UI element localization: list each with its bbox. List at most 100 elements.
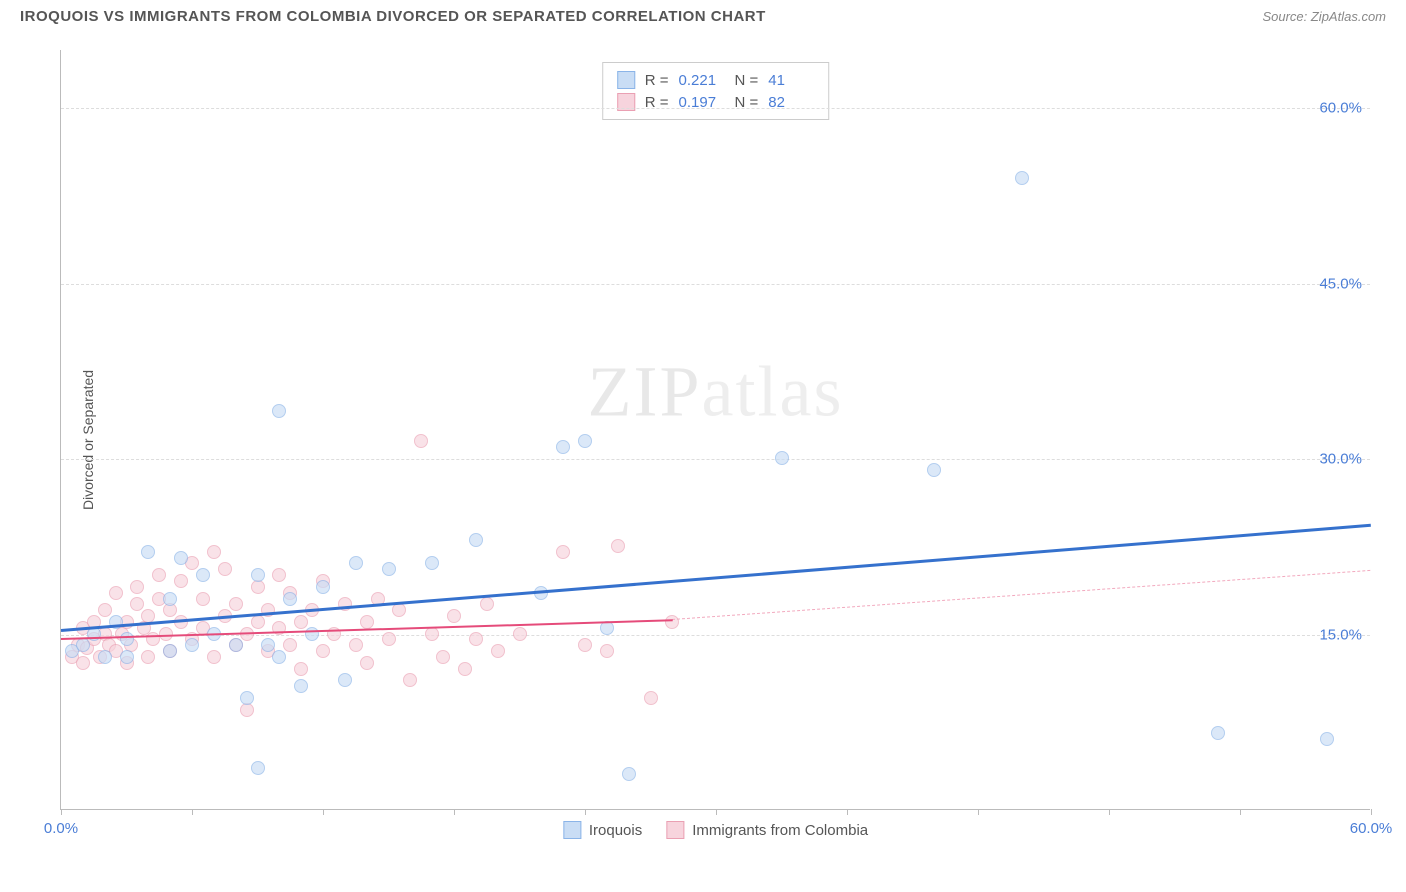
data-point xyxy=(283,592,297,606)
gridline xyxy=(61,459,1370,460)
data-point xyxy=(382,632,396,646)
data-point xyxy=(382,562,396,576)
data-point xyxy=(491,644,505,658)
data-point xyxy=(447,609,461,623)
x-tick xyxy=(192,809,193,815)
watermark: ZIPatlas xyxy=(588,350,844,433)
data-point xyxy=(349,638,363,652)
legend-label: Iroquois xyxy=(589,822,642,839)
data-point xyxy=(316,580,330,594)
data-point xyxy=(98,650,112,664)
data-point xyxy=(109,586,123,600)
stats-row: R =0.221N =41 xyxy=(617,69,815,91)
data-point xyxy=(927,463,941,477)
watermark-atlas: atlas xyxy=(702,351,844,431)
gridline xyxy=(61,284,1370,285)
data-point xyxy=(141,650,155,664)
chart-header: IROQUOIS VS IMMIGRANTS FROM COLOMBIA DIV… xyxy=(0,0,1406,29)
data-point xyxy=(316,644,330,658)
data-point xyxy=(120,632,134,646)
data-point xyxy=(272,404,286,418)
legend-swatch xyxy=(563,821,581,839)
data-point xyxy=(141,545,155,559)
legend-swatch xyxy=(617,71,635,89)
data-point xyxy=(207,650,221,664)
data-point xyxy=(98,603,112,617)
chart-title: IROQUOIS VS IMMIGRANTS FROM COLOMBIA DIV… xyxy=(20,8,766,25)
r-label: R = xyxy=(645,72,669,89)
data-point xyxy=(283,638,297,652)
data-point xyxy=(163,592,177,606)
data-point xyxy=(622,767,636,781)
data-point xyxy=(272,650,286,664)
data-point xyxy=(218,562,232,576)
data-point xyxy=(196,568,210,582)
data-point xyxy=(272,568,286,582)
data-point xyxy=(229,638,243,652)
plot-area: ZIPatlas R =0.221N =41R =0.197N =82 Iroq… xyxy=(60,50,1370,810)
data-point xyxy=(611,539,625,553)
data-point xyxy=(130,580,144,594)
data-point xyxy=(229,597,243,611)
data-point xyxy=(120,650,134,664)
trend-line-extrapolated xyxy=(672,570,1371,620)
x-tick xyxy=(585,809,586,815)
data-point xyxy=(392,603,406,617)
data-point xyxy=(251,761,265,775)
y-tick-label: 45.0% xyxy=(1319,275,1362,292)
data-point xyxy=(152,568,166,582)
x-tick xyxy=(454,809,455,815)
data-point xyxy=(360,615,374,629)
data-point xyxy=(174,574,188,588)
data-point xyxy=(163,644,177,658)
data-point xyxy=(480,597,494,611)
data-point xyxy=(360,656,374,670)
legend-label: Immigrants from Colombia xyxy=(692,822,868,839)
data-point xyxy=(305,627,319,641)
legend-swatch xyxy=(666,821,684,839)
data-point xyxy=(294,615,308,629)
data-point xyxy=(174,551,188,565)
data-point xyxy=(578,434,592,448)
data-point xyxy=(469,533,483,547)
data-point xyxy=(665,615,679,629)
data-point xyxy=(76,638,90,652)
data-point xyxy=(251,615,265,629)
data-point xyxy=(644,691,658,705)
data-point xyxy=(1320,732,1334,746)
x-tick xyxy=(716,809,717,815)
data-point xyxy=(338,673,352,687)
stats-row: R =0.197N =82 xyxy=(617,91,815,113)
x-tick xyxy=(1240,809,1241,815)
data-point xyxy=(294,662,308,676)
x-tick xyxy=(1109,809,1110,815)
y-tick-label: 15.0% xyxy=(1319,626,1362,643)
data-point xyxy=(261,638,275,652)
data-point xyxy=(1015,171,1029,185)
data-point xyxy=(1211,726,1225,740)
data-point xyxy=(338,597,352,611)
data-point xyxy=(76,656,90,670)
legend-item: Immigrants from Colombia xyxy=(666,821,868,839)
watermark-zip: ZIP xyxy=(588,351,702,431)
data-point xyxy=(600,644,614,658)
data-point xyxy=(414,434,428,448)
data-point xyxy=(436,650,450,664)
legend-item: Iroquois xyxy=(563,821,642,839)
data-point xyxy=(513,627,527,641)
series-legend: Iroquois Immigrants from Colombia xyxy=(563,821,868,839)
data-point xyxy=(185,638,199,652)
data-point xyxy=(556,545,570,559)
n-value: 41 xyxy=(768,72,814,89)
chart-source: Source: ZipAtlas.com xyxy=(1262,9,1386,24)
data-point xyxy=(556,440,570,454)
data-point xyxy=(240,691,254,705)
data-point xyxy=(775,451,789,465)
data-point xyxy=(458,662,472,676)
data-point xyxy=(349,556,363,570)
data-point xyxy=(207,545,221,559)
data-point xyxy=(294,679,308,693)
y-tick-label: 30.0% xyxy=(1319,451,1362,468)
x-tick-label: 0.0% xyxy=(44,820,78,837)
chart-container: Divorced or Separated ZIPatlas R =0.221N… xyxy=(50,40,1390,840)
